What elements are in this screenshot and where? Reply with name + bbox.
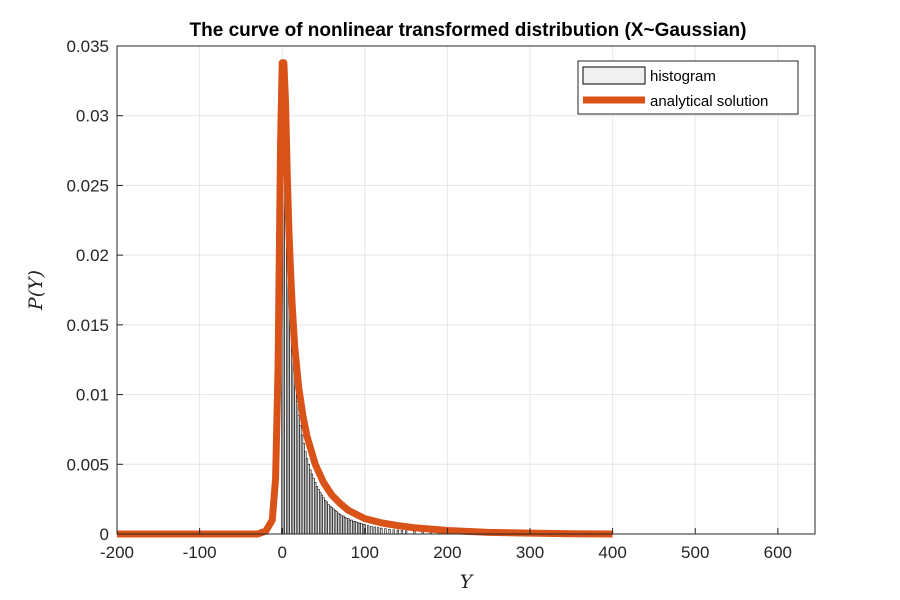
histogram-bar (400, 530, 404, 535)
histogram-bar (396, 529, 399, 535)
analytical-solution-line (117, 59, 613, 538)
histogram-bar (392, 529, 395, 535)
x-tick-label: -200 (100, 543, 134, 562)
x-tick-label: 400 (598, 543, 626, 562)
x-tick-label: 200 (433, 543, 461, 562)
legend-label-histogram: histogram (650, 68, 716, 85)
histogram-bar (384, 528, 387, 535)
histogram-bar (388, 528, 391, 535)
x-tick-label: 300 (516, 543, 544, 562)
histogram-bar (380, 527, 383, 535)
x-tick-label: 100 (351, 543, 379, 562)
legend-label-analytical-solution: analytical solution (650, 93, 768, 110)
x-tick-label: 500 (681, 543, 709, 562)
y-tick-label: 0.015 (66, 316, 109, 335)
histogram-bar (370, 526, 373, 535)
legend: histogram analytical solution (577, 60, 799, 115)
y-tick-label: 0.025 (66, 176, 109, 195)
x-tick-label: -100 (183, 543, 217, 562)
analytical-solution-layer (117, 59, 613, 538)
x-axis-ticks: -200 -100 0 100 200 300 400 500 600 (100, 528, 792, 562)
x-tick-label: 0 (277, 543, 286, 562)
histogram-bar (366, 525, 370, 535)
y-tick-label: 0.01 (76, 386, 109, 405)
plot-area (117, 46, 815, 534)
y-tick-label: 0.005 (66, 455, 109, 474)
y-tick-label: 0 (100, 525, 109, 544)
plot-frame (116, 45, 816, 535)
histogram-bar (376, 527, 380, 535)
y-tick-label: 0.035 (66, 37, 109, 56)
y-axis-label: P(Y) (25, 270, 47, 311)
x-axis-label: Y (460, 571, 475, 593)
y-tick-label: 0.02 (76, 246, 109, 265)
y-axis-ticks: 0 0.005 0.01 0.015 0.02 0.025 0.03 0.035 (66, 37, 123, 544)
histogram-bar (373, 526, 376, 535)
chart-title: The curve of nonlinear transformed distr… (190, 20, 747, 41)
x-tick-label: 600 (764, 543, 792, 562)
y-tick-label: 0.03 (76, 107, 109, 126)
legend-swatch-histogram (582, 66, 646, 85)
